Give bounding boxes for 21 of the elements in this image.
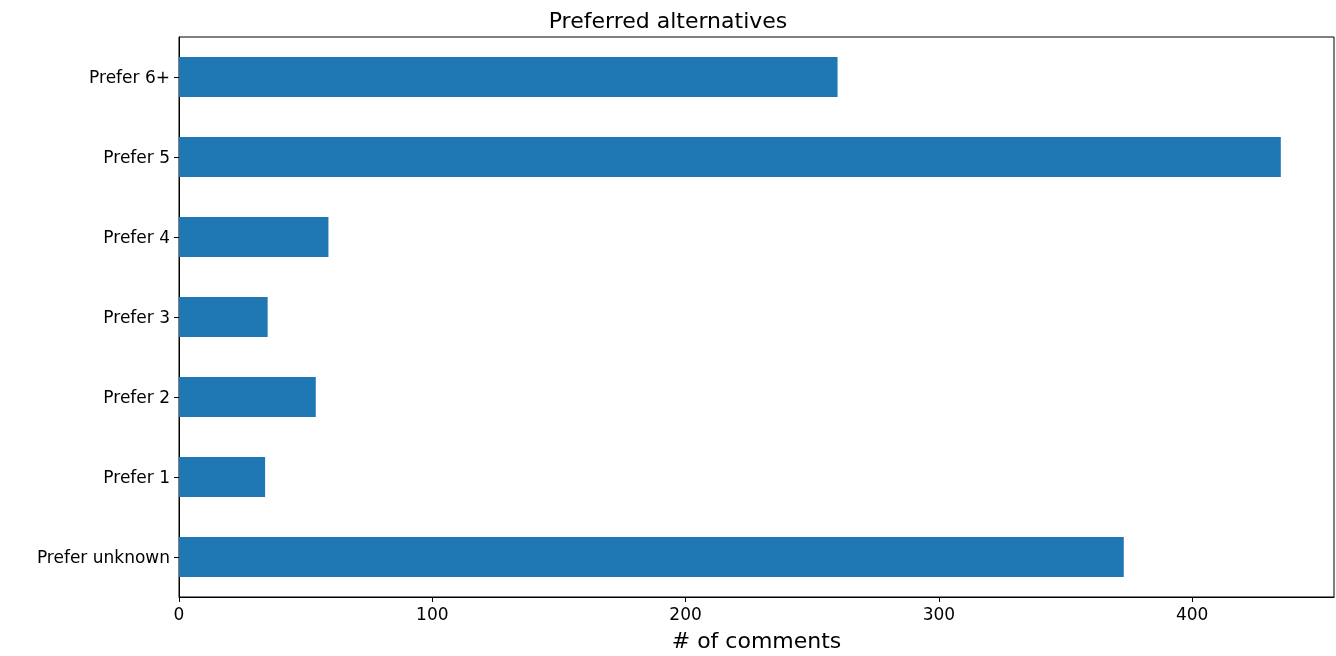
- x-tick-label: 200: [669, 603, 702, 624]
- bar: [179, 377, 316, 417]
- y-tick-label: Prefer 5: [103, 147, 170, 167]
- y-tick-label: Prefer unknown: [36, 547, 170, 567]
- bar: [179, 137, 1281, 177]
- bar: [179, 217, 329, 257]
- y-tick-label: Prefer 6+: [89, 67, 170, 87]
- bar: [179, 537, 1124, 577]
- chart-title: Preferred alternatives: [548, 7, 788, 33]
- bar: [179, 457, 266, 497]
- y-tick-label: Prefer 3: [103, 307, 170, 327]
- x-tick-label: 400: [1175, 603, 1209, 624]
- bar: [179, 297, 268, 337]
- x-tick-label: 100: [416, 603, 449, 624]
- x-axis-title: # of comments: [671, 627, 842, 653]
- y-tick-label: Prefer 1: [103, 467, 170, 487]
- x-tick-label: 0: [173, 603, 185, 624]
- y-tick-label: Prefer 2: [103, 387, 170, 407]
- x-tick-label: 300: [922, 603, 956, 624]
- y-tick-label: Prefer 4: [103, 227, 170, 247]
- bar: [179, 57, 838, 97]
